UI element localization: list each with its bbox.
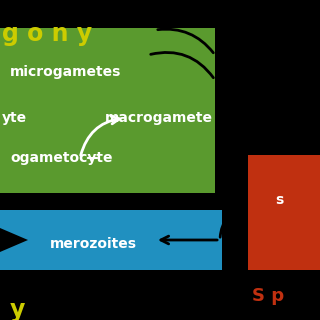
Text: y: y	[10, 298, 25, 320]
Bar	[248, 155, 320, 270]
Bar	[0, 210, 222, 270]
Text: yte: yte	[2, 111, 27, 125]
Text: microgametes: microgametes	[10, 65, 121, 79]
Text: ogametocyte: ogametocyte	[10, 151, 113, 165]
Polygon shape	[0, 228, 28, 252]
Text: g o n y: g o n y	[2, 22, 92, 46]
Bar	[0, 28, 215, 193]
Text: macrogamete: macrogamete	[105, 111, 213, 125]
Text: S p: S p	[252, 287, 284, 305]
Text: s: s	[275, 193, 283, 207]
Text: merozoites: merozoites	[50, 237, 137, 251]
